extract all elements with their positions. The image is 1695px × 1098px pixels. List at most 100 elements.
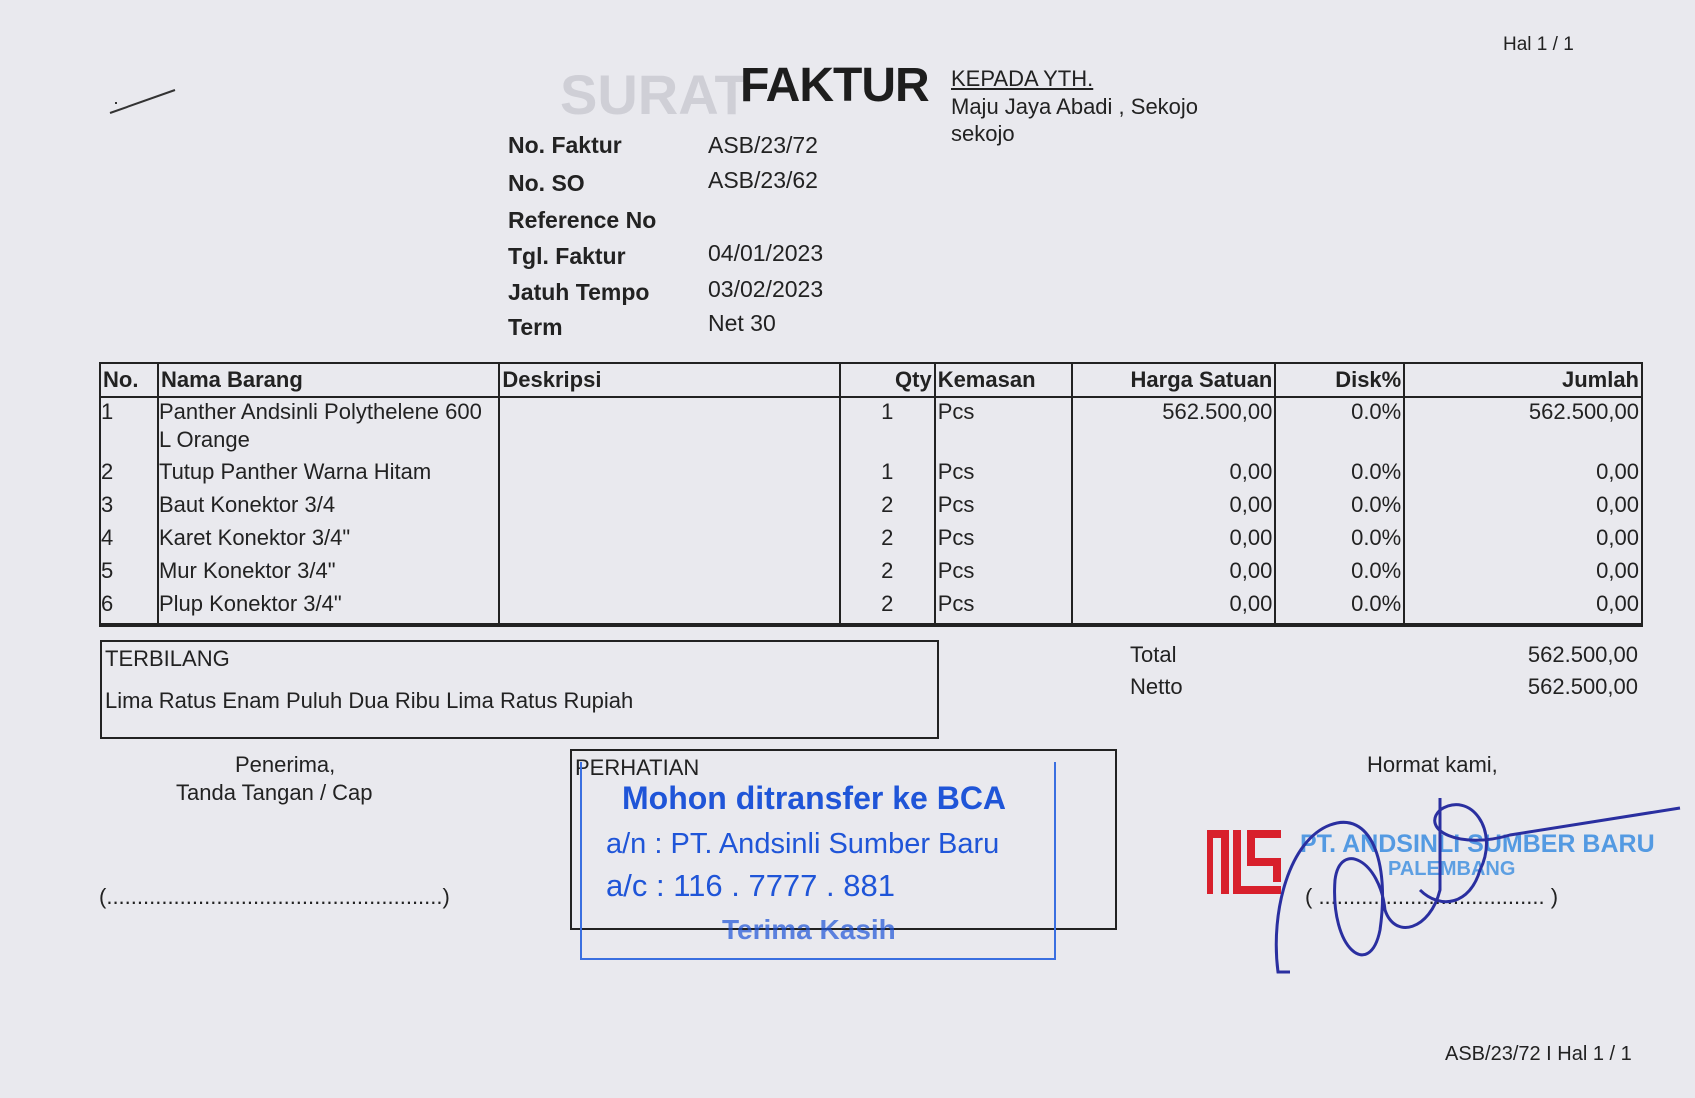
cell-kemasan: Pcs — [933, 397, 1073, 458]
table-row: 1 Panther Andsinli Polythelene 600 L Oran… — [99, 397, 1643, 458]
cell-harga: 0,00 — [1070, 590, 1277, 625]
field-label: Reference No — [508, 207, 657, 233]
cell-disk: 0.0% — [1274, 557, 1406, 590]
stamp-line: Mohon ditransfer ke BCA — [622, 780, 1007, 816]
field-label: Term — [508, 314, 563, 340]
cell-harga: 0,00 — [1070, 557, 1277, 590]
cell-kemasan: Pcs — [933, 491, 1073, 524]
cell-jumlah: 0,00 — [1403, 557, 1643, 590]
table-row: 5 Mur Konektor 3/4" 2 Pcs 0,00 0.0% 0,00 — [99, 557, 1643, 590]
netto-value: 562.500,00 — [1527, 674, 1638, 699]
notice-box: PERHATIAN — [570, 749, 1117, 930]
terbilang-text: Lima Ratus Enam Puluh Dua Ribu Lima Ratu… — [105, 688, 634, 713]
cell-qty: 1 — [838, 397, 936, 458]
sender-greeting: Hormat kami, — [1367, 752, 1498, 777]
header-kemasan: Kemasan — [933, 362, 1073, 398]
table-row: 4 Karet Konektor 3/4" 2 Pcs 0,00 0.0% 0,00 — [99, 524, 1643, 557]
cell-jumlah: 0,00 — [1403, 590, 1643, 625]
header-qty: Qty — [838, 362, 936, 398]
header-nama-barang: Nama Barang — [156, 362, 501, 398]
cell-harga: 562.500,00 — [1070, 397, 1277, 458]
cell-disk: 0.0% — [1274, 524, 1406, 557]
cell-qty: 2 — [838, 524, 936, 557]
terbilang-label: TERBILANG — [105, 646, 230, 671]
field-value: Net 30 — [708, 310, 776, 336]
company-stamp-name: PT. ANDSINLI SUMBER BARU — [1300, 830, 1655, 858]
header-deskripsi: Deskripsi — [498, 362, 841, 398]
cell-nama: Panther Andsinli Polythelene 600 L Orang… — [156, 397, 501, 458]
field-label: Tgl. Faktur — [508, 243, 626, 269]
notice-label: PERHATIAN — [575, 755, 700, 780]
table-row: 2 Tutup Panther Warna Hitam 1 Pcs 0,00 0.0% 0,… — [99, 458, 1643, 491]
cell-harga: 0,00 — [1070, 491, 1277, 524]
cell-kemasan: Pcs — [933, 458, 1073, 491]
cell-jumlah: 0,00 — [1403, 458, 1643, 491]
watermark-text: SURAT — [560, 63, 749, 126]
field-label: No. Faktur — [508, 132, 622, 158]
recipient-heading: KEPADA YTH. — [951, 66, 1094, 91]
items-table: No. Nama Barang Deskripsi Qty Kemasan Ha… — [99, 362, 1643, 627]
bank-transfer-stamp: Mohon ditransfer ke BCA a/n : PT. Andsin… — [580, 762, 1056, 960]
field-value: ASB/23/62 — [708, 167, 818, 193]
table-row: 6 Plup Konektor 3/4" 2 Pcs 0,00 0.0% 0,00 — [99, 590, 1643, 625]
cell-harga: 0,00 — [1070, 458, 1277, 491]
pen-mark-icon — [109, 89, 176, 114]
page-label: Hal 1 / 1 — [1503, 34, 1574, 55]
cell-qty: 2 — [838, 590, 936, 625]
cell-kemasan: Pcs — [933, 524, 1073, 557]
cell-nama: Mur Konektor 3/4" — [156, 557, 501, 590]
cell-deskripsi — [498, 458, 841, 491]
recipient-name: Maju Jaya Abadi , Sekojo — [951, 94, 1199, 119]
total-label: Total — [1130, 642, 1177, 667]
field-value: 03/02/2023 — [708, 276, 824, 302]
cell-no: 1 — [99, 397, 159, 458]
field-value: ASB/23/72 — [708, 132, 818, 158]
netto-label: Netto — [1130, 674, 1183, 699]
header-harga-satuan: Harga Satuan — [1070, 362, 1277, 398]
cell-disk: 0.0% — [1274, 458, 1406, 491]
header-disk: Disk% — [1274, 362, 1406, 398]
header-no: No. — [99, 362, 159, 398]
cell-qty: 2 — [838, 491, 936, 524]
cell-no: 6 — [99, 590, 159, 625]
terbilang-box: TERBILANG Lima Ratus Enam Puluh Dua Ribu… — [100, 640, 939, 739]
cell-nama: Plup Konektor 3/4" — [156, 590, 501, 625]
cell-no: 4 — [99, 524, 159, 557]
cell-kemasan: Pcs — [933, 590, 1073, 625]
stamp-line: a/c : 116 . 7777 . 881 — [606, 868, 895, 903]
stamp-line: Terima Kasih — [722, 914, 896, 945]
cell-deskripsi — [498, 590, 841, 625]
cell-qty: 1 — [838, 458, 936, 491]
total-value: 562.500,00 — [1527, 642, 1638, 667]
cell-no: 2 — [99, 458, 159, 491]
stamp-line: a/n : PT. Andsinli Sumber Baru — [606, 828, 1000, 860]
document-title: FAKTUR — [740, 59, 930, 112]
field-value: 04/01/2023 — [708, 240, 824, 266]
field-label: Jatuh Tempo — [508, 279, 650, 305]
cell-harga: 0,00 — [1070, 524, 1277, 557]
header-jumlah: Jumlah — [1403, 362, 1643, 398]
receiver-label: Penerima, — [235, 752, 336, 777]
field-label: No. SO — [508, 170, 585, 196]
cell-disk: 0.0% — [1274, 397, 1406, 458]
handwritten-signature — [1274, 798, 1681, 974]
receiver-sign-caption: Tanda Tangan / Cap — [176, 780, 373, 805]
cell-nama: Baut Konektor 3/4 — [156, 491, 501, 524]
cell-deskripsi — [498, 524, 841, 557]
cell-disk: 0.0% — [1274, 491, 1406, 524]
cell-qty: 2 — [838, 557, 936, 590]
cell-nama: Tutup Panther Warna Hitam — [156, 458, 501, 491]
cell-no: 5 — [99, 557, 159, 590]
cell-deskripsi — [498, 397, 841, 458]
table-row: 3 Baut Konektor 3/4 2 Pcs 0,00 0.0% 0,00 — [99, 491, 1643, 524]
cell-jumlah: 562.500,00 — [1403, 397, 1643, 458]
sender-sign-line: ( ..................................... … — [1305, 884, 1559, 909]
cell-deskripsi — [498, 557, 841, 590]
cell-nama: Karet Konektor 3/4" — [156, 524, 501, 557]
cell-deskripsi — [498, 491, 841, 524]
cell-no: 3 — [99, 491, 159, 524]
cell-kemasan: Pcs — [933, 557, 1073, 590]
recipient-city: sekojo — [951, 121, 1015, 146]
receiver-sign-line: (.......................................… — [99, 884, 450, 909]
